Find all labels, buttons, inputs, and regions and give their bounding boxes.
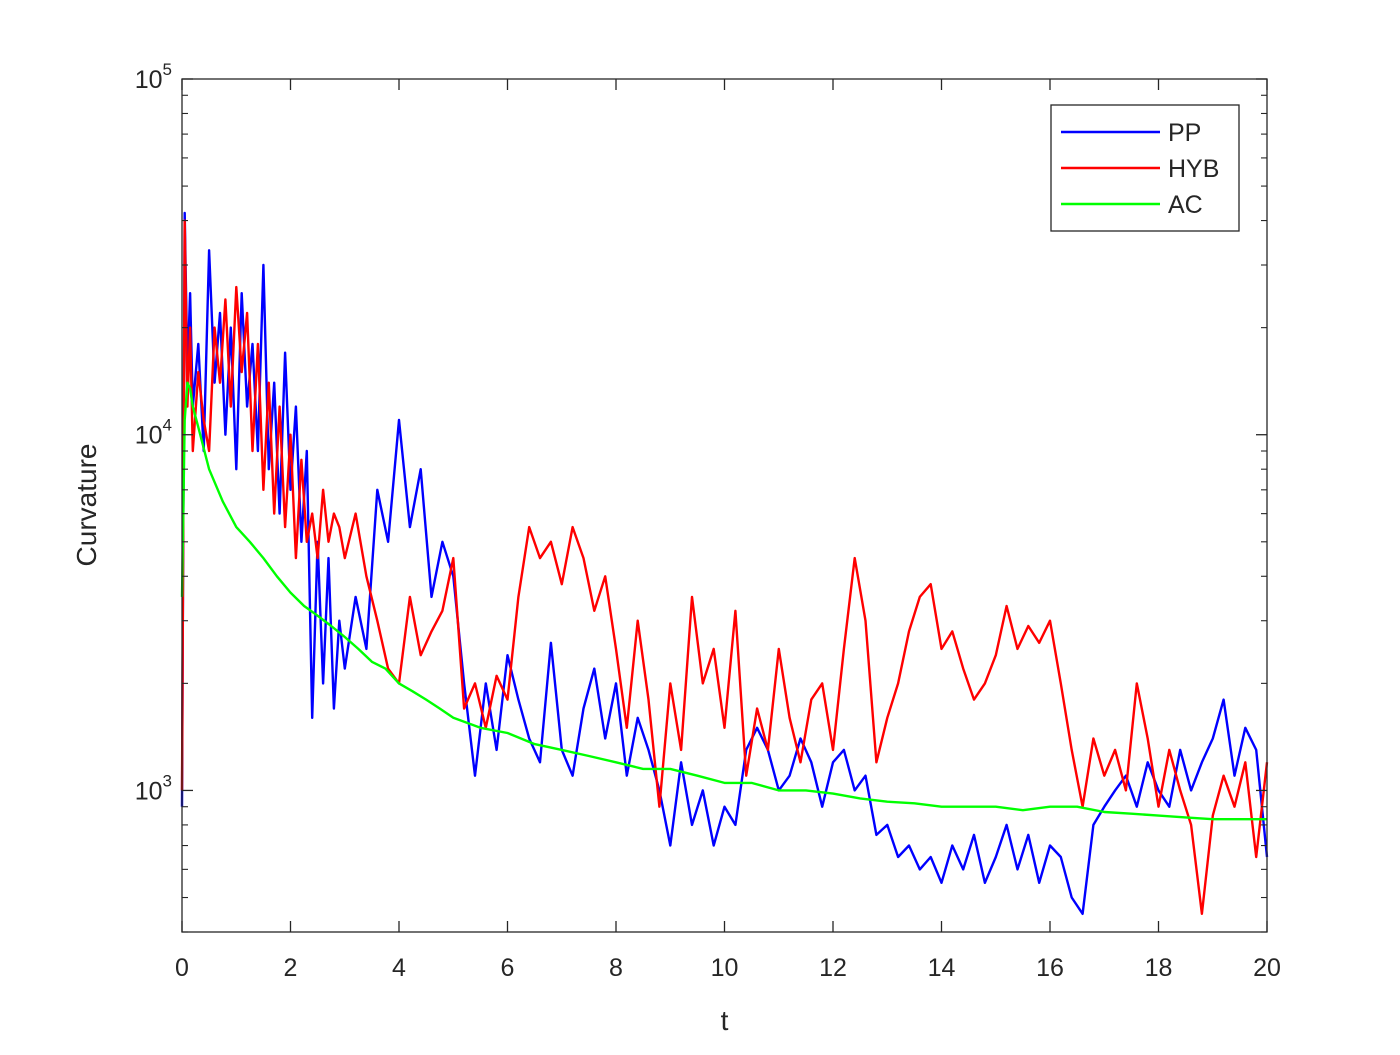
y-tick-label-exponent: 4	[163, 416, 172, 435]
x-tick-label: 0	[175, 954, 189, 982]
y-tick-label-exponent: 5	[163, 60, 172, 79]
y-tick-label-base: 10	[135, 422, 163, 450]
x-tick-label: 12	[819, 954, 847, 982]
x-tick-label: 10	[711, 954, 739, 982]
series-line-hyb	[180, 219, 1269, 915]
series-line-ac	[180, 381, 1267, 821]
y-tick-label: 104	[135, 416, 172, 450]
legend-label-ac: AC	[1168, 191, 1203, 219]
y-tick-label: 103	[135, 771, 172, 805]
x-tick-label: 18	[1145, 954, 1173, 982]
x-tick-label: 8	[609, 954, 623, 982]
x-tick-label: 16	[1036, 954, 1064, 982]
y-tick-label-exponent: 3	[163, 771, 172, 790]
y-axis-label: Curvature	[71, 444, 102, 567]
legend-label-pp: PP	[1168, 119, 1201, 147]
legend-label-hyb: HYB	[1168, 155, 1219, 183]
x-tick-label: 2	[284, 954, 298, 982]
plot-frame	[181, 78, 1268, 933]
x-tick-label: 4	[392, 954, 406, 982]
x-axis-label: t	[721, 1005, 729, 1036]
legend: PP HYB AC	[1050, 104, 1240, 232]
x-tick-label: 20	[1253, 954, 1281, 982]
y-tick-label-base: 10	[135, 66, 163, 94]
series-layer	[180, 211, 1269, 915]
y-tick-label: 105	[135, 60, 172, 94]
x-tick-label: 6	[501, 954, 515, 982]
x-tick-label: 14	[928, 954, 956, 982]
y-tick-label-base: 10	[135, 777, 163, 805]
